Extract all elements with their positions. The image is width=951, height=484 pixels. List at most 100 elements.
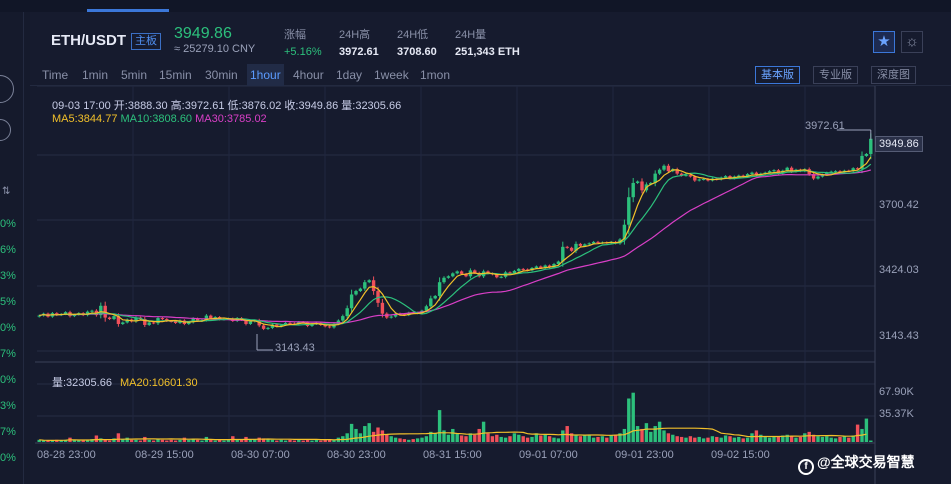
tab-time[interactable]: Time: [42, 68, 69, 82]
volume-bar: [838, 436, 842, 442]
depth-chart-button[interactable]: 深度图: [871, 66, 916, 84]
candle-body: [442, 277, 446, 283]
volume-bar: [789, 436, 794, 442]
candle-body: [257, 320, 261, 326]
volume-bar: [301, 440, 305, 442]
volume-bar: [407, 439, 411, 442]
candle-body: [578, 243, 583, 246]
circle-button[interactable]: [0, 75, 14, 103]
volume-bar: [385, 434, 389, 442]
candle-body: [134, 317, 138, 322]
volume-bar: [134, 439, 138, 442]
volume-bar: [323, 439, 327, 442]
sort-icon[interactable]: ⇅: [2, 186, 11, 197]
chart-toolbar: Time 1min 5min 15min 30min 1hour 4hour 1…: [30, 64, 951, 86]
volume-bar: [591, 437, 596, 442]
candle-body: [869, 138, 873, 154]
candle-body: [635, 181, 640, 183]
candle-body: [591, 241, 596, 244]
volume-bar: [785, 434, 789, 442]
candle-body: [574, 243, 578, 251]
volume-bar: [235, 439, 239, 442]
candle-body: [521, 268, 525, 270]
time-axis-label: 09-02 15:00: [711, 449, 770, 461]
candle-body: [147, 322, 151, 325]
pro-view-button[interactable]: 专业版: [813, 66, 858, 84]
volume-bar: [283, 440, 288, 442]
volume-bar: [464, 436, 468, 442]
candle-body: [437, 282, 442, 296]
candle-body: [283, 322, 288, 325]
candlestick-chart[interactable]: [30, 12, 951, 484]
ma10-label: MA10:3808.60: [120, 113, 193, 125]
stat-24h-volume: 24H量 251,343 ETH: [455, 26, 520, 58]
volume-bar: [596, 436, 600, 442]
tab-1min[interactable]: 1min: [82, 68, 109, 82]
candle-body: [341, 316, 345, 321]
time-axis-label: 08-28 23:00: [37, 449, 96, 461]
last-price: 3949.86: [174, 25, 232, 42]
candle-body: [508, 272, 512, 274]
volume-bar: [851, 435, 855, 442]
volume-bar: [811, 434, 816, 442]
volume-bar: [345, 433, 349, 442]
volume-bar: [292, 440, 297, 442]
volume-bar: [679, 436, 684, 442]
volume-bar: [847, 437, 851, 442]
volume-bar: [697, 436, 701, 442]
candle-body: [622, 224, 627, 240]
volume-bar: [297, 439, 301, 442]
tab-1hour[interactable]: 1hour: [247, 64, 284, 86]
candle-body: [345, 308, 349, 317]
star-icon[interactable]: ★: [873, 31, 895, 53]
tab-1week[interactable]: 1week: [374, 68, 409, 82]
candle-body: [90, 310, 94, 312]
tab-5min[interactable]: 5min: [121, 68, 148, 82]
sun-icon[interactable]: ☼: [901, 31, 923, 53]
candle-body: [99, 305, 103, 316]
basic-view-button[interactable]: 基本版: [755, 66, 800, 84]
candle-body: [675, 169, 679, 174]
volume-bar: [803, 433, 807, 442]
candle-body: [191, 318, 195, 323]
stat-value: 3972.61: [339, 46, 379, 58]
tab-15min[interactable]: 15min: [159, 68, 192, 82]
kline-panel: ETH/USDT 主板 3949.86 ≈ 25279.10 CNY 涨幅 +5…: [30, 12, 951, 484]
volume-bar: [107, 440, 112, 442]
market-change-percent: 0%: [0, 218, 16, 230]
time-axis-label: 09-01 23:00: [615, 449, 674, 461]
volume-bar: [415, 438, 420, 442]
candle-body: [767, 171, 772, 173]
tab-1mon[interactable]: 1mon: [420, 68, 451, 82]
volume-bar: [539, 435, 543, 442]
candle-body: [393, 313, 398, 317]
volume-bar: [719, 437, 723, 442]
high-marker: 3972.61: [805, 120, 845, 132]
volume-bar: [574, 434, 578, 442]
candle-body: [125, 319, 129, 323]
volume-bar: [631, 392, 635, 442]
pair-name[interactable]: ETH/USDT: [51, 32, 126, 49]
volume-bar: [512, 433, 517, 442]
volume-bar: [490, 436, 495, 442]
volume-bar: [842, 436, 847, 442]
volume-bar: [55, 439, 59, 442]
candle-body: [323, 324, 327, 327]
candle-body: [679, 173, 684, 176]
menu-icon[interactable]: [0, 119, 11, 141]
candle-body: [666, 165, 671, 172]
candle-body: [785, 167, 789, 171]
volume-bar: [257, 437, 261, 442]
candle-body: [855, 168, 860, 170]
volume-bar: [820, 436, 825, 442]
tab-4hour[interactable]: 4hour: [293, 68, 324, 82]
candle-body: [358, 288, 363, 292]
tab-30min[interactable]: 30min: [205, 68, 238, 82]
ohlc-info: 09-03 17:00 开:3888.30 高:3972.61 低:3876.0…: [52, 100, 402, 112]
volume-bar: [609, 435, 613, 442]
volume-bar: [138, 440, 143, 442]
stat-24h-low: 24H低 3708.60: [397, 26, 437, 58]
volume-bar: [653, 426, 657, 442]
tab-1day[interactable]: 1day: [336, 68, 363, 82]
volume-bar: [455, 433, 459, 442]
